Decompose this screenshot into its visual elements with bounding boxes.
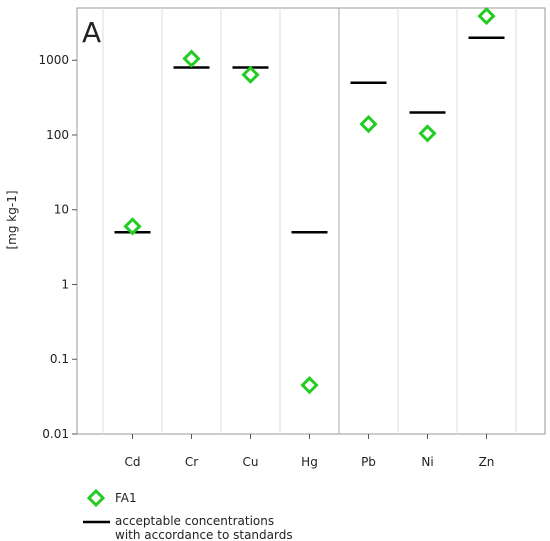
fa1-point xyxy=(359,114,378,134)
x-tick-label: Zn xyxy=(479,455,495,469)
y-axis-label: [mg kg-1] xyxy=(5,190,19,249)
legend-label-fa1: FA1 xyxy=(115,491,137,505)
x-tick-label: Cr xyxy=(185,455,198,469)
y-tick-label: 1 xyxy=(61,277,69,291)
fa1-point xyxy=(123,217,142,236)
y-axis-ticks: 0.01 0.1 1 10 100 1000 xyxy=(38,53,77,441)
x-tick-label: Ni xyxy=(421,455,433,469)
category-separators xyxy=(102,8,517,434)
fa1-point xyxy=(477,6,496,26)
fa1-point xyxy=(241,65,260,84)
fa1-point xyxy=(418,124,437,143)
legend: FA1 acceptable concentrations with accor… xyxy=(83,488,293,541)
y-tick-label: 0.1 xyxy=(50,352,69,366)
data-marks xyxy=(114,6,505,395)
y-tick-label: 100 xyxy=(46,128,69,142)
legend-diamond-marker xyxy=(86,488,106,508)
y-tick-label: 10 xyxy=(54,203,69,217)
x-tick-label: Cd xyxy=(125,455,141,469)
x-tick-label: Hg xyxy=(301,455,318,469)
y-tick-label: 0.01 xyxy=(42,427,69,441)
plot-frame xyxy=(76,7,546,435)
fa1-point xyxy=(182,49,201,68)
x-tick-label: Cu xyxy=(243,455,259,469)
fa1-point xyxy=(300,376,319,395)
y-tick-label: 1000 xyxy=(38,53,69,67)
panel-label: A xyxy=(82,16,101,49)
legend-label-acceptable-line2: with accordance to standards xyxy=(115,528,293,541)
legend-label-acceptable-line1: acceptable concentrations xyxy=(115,514,274,528)
x-tick-label: Pb xyxy=(361,455,376,469)
legend-item-acceptable: acceptable concentrations with accordanc… xyxy=(83,514,293,541)
x-axis-labels: Cd Cr Cu Hg Pb Ni Zn xyxy=(125,434,495,469)
plot-border xyxy=(76,7,546,435)
legend-item-fa1: FA1 xyxy=(86,488,137,508)
